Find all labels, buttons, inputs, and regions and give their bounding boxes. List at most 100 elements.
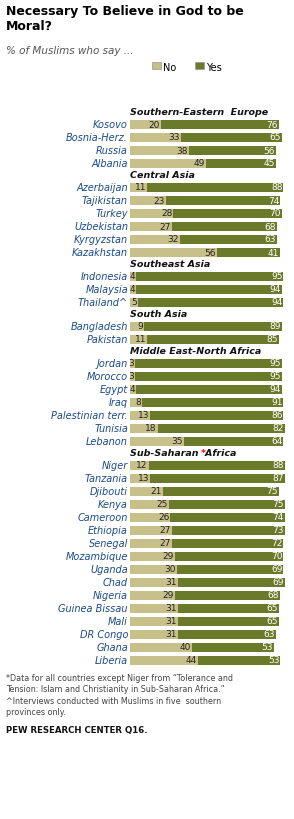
- FancyBboxPatch shape: [180, 235, 277, 244]
- Text: Senegal: Senegal: [88, 538, 128, 549]
- Text: 65: 65: [266, 617, 278, 626]
- FancyBboxPatch shape: [130, 398, 142, 407]
- FancyBboxPatch shape: [130, 604, 178, 613]
- Text: 75: 75: [273, 500, 284, 509]
- Text: 82: 82: [273, 424, 284, 433]
- FancyBboxPatch shape: [172, 222, 277, 231]
- FancyBboxPatch shape: [150, 411, 283, 420]
- Text: 31: 31: [166, 577, 177, 586]
- FancyBboxPatch shape: [130, 539, 172, 548]
- Text: 23: 23: [153, 197, 165, 206]
- Text: Guinea Bissau: Guinea Bissau: [59, 604, 128, 613]
- Text: Southern-Eastern  Europe: Southern-Eastern Europe: [130, 107, 268, 116]
- Text: % of Muslims who say ...: % of Muslims who say ...: [6, 46, 133, 56]
- Text: Malaysia: Malaysia: [85, 285, 128, 295]
- Text: 65: 65: [266, 604, 278, 613]
- Text: 11: 11: [135, 335, 146, 344]
- FancyBboxPatch shape: [130, 513, 170, 522]
- FancyBboxPatch shape: [130, 235, 180, 244]
- Text: Russia: Russia: [96, 146, 128, 156]
- Text: 69: 69: [271, 565, 283, 574]
- FancyBboxPatch shape: [198, 656, 280, 665]
- FancyBboxPatch shape: [130, 630, 178, 639]
- Text: 53: 53: [262, 643, 273, 652]
- FancyBboxPatch shape: [130, 461, 148, 470]
- Text: 21: 21: [150, 487, 161, 495]
- Text: 68: 68: [268, 590, 279, 600]
- Text: Tunisia: Tunisia: [94, 423, 128, 433]
- Text: Iraq: Iraq: [109, 397, 128, 408]
- Text: 45: 45: [263, 160, 275, 168]
- Text: 74: 74: [273, 513, 284, 522]
- FancyBboxPatch shape: [135, 359, 282, 368]
- Text: Southeast Asia: Southeast Asia: [130, 260, 210, 269]
- FancyBboxPatch shape: [136, 385, 282, 394]
- Text: 53: 53: [268, 656, 279, 665]
- FancyBboxPatch shape: [142, 398, 283, 407]
- Text: 74: 74: [268, 197, 279, 206]
- FancyBboxPatch shape: [195, 63, 204, 70]
- FancyBboxPatch shape: [130, 222, 172, 231]
- Text: 27: 27: [159, 222, 171, 231]
- Text: 29: 29: [163, 552, 174, 561]
- FancyBboxPatch shape: [130, 437, 184, 446]
- Text: 28: 28: [161, 209, 172, 218]
- Text: Cameroon: Cameroon: [78, 513, 128, 523]
- Text: 94: 94: [270, 385, 281, 394]
- FancyBboxPatch shape: [130, 565, 176, 574]
- Text: 29: 29: [163, 590, 174, 600]
- Text: 33: 33: [169, 133, 180, 143]
- Text: Egypt: Egypt: [100, 385, 128, 395]
- FancyBboxPatch shape: [152, 63, 161, 70]
- FancyBboxPatch shape: [130, 643, 192, 652]
- Text: 91: 91: [271, 398, 283, 407]
- FancyBboxPatch shape: [130, 147, 189, 156]
- Text: Uganda: Uganda: [90, 564, 128, 574]
- Text: 86: 86: [271, 411, 283, 420]
- Text: 69: 69: [273, 577, 284, 586]
- Text: 31: 31: [166, 617, 177, 626]
- Text: 70: 70: [269, 209, 281, 218]
- Text: Albania: Albania: [91, 159, 128, 169]
- Text: Turkey: Turkey: [96, 209, 128, 219]
- Text: 44: 44: [186, 656, 197, 665]
- Text: Liberia: Liberia: [95, 655, 128, 665]
- Text: 70: 70: [271, 552, 283, 561]
- FancyBboxPatch shape: [158, 424, 285, 433]
- Text: 30: 30: [164, 565, 176, 574]
- Text: Sub-Saharan  Africa: Sub-Saharan Africa: [130, 448, 236, 457]
- FancyBboxPatch shape: [189, 147, 276, 156]
- FancyBboxPatch shape: [130, 272, 136, 281]
- Text: 41: 41: [268, 248, 279, 257]
- FancyBboxPatch shape: [172, 526, 285, 535]
- FancyBboxPatch shape: [169, 500, 285, 509]
- Text: Jordan: Jordan: [97, 359, 128, 369]
- Text: 75: 75: [266, 487, 278, 495]
- Text: 31: 31: [166, 630, 177, 639]
- FancyBboxPatch shape: [178, 630, 276, 639]
- FancyBboxPatch shape: [172, 539, 283, 548]
- Text: 56: 56: [204, 248, 216, 257]
- Text: South Asia: South Asia: [130, 310, 187, 319]
- Text: 95: 95: [271, 272, 283, 281]
- FancyBboxPatch shape: [181, 133, 282, 143]
- Text: 5: 5: [131, 298, 137, 307]
- Text: 87: 87: [273, 474, 284, 483]
- Text: 4: 4: [130, 385, 135, 394]
- Text: Lebanon: Lebanon: [86, 437, 128, 446]
- Text: Djibouti: Djibouti: [90, 486, 128, 496]
- Text: Yes: Yes: [206, 63, 222, 73]
- FancyBboxPatch shape: [130, 248, 217, 257]
- Text: 35: 35: [172, 437, 183, 446]
- FancyBboxPatch shape: [166, 197, 280, 206]
- Text: Tajikistan: Tajikistan: [82, 196, 128, 206]
- Text: Niger: Niger: [102, 460, 128, 470]
- FancyBboxPatch shape: [130, 474, 150, 483]
- Text: Ethiopia: Ethiopia: [88, 525, 128, 536]
- FancyBboxPatch shape: [178, 604, 279, 613]
- Text: 65: 65: [269, 133, 281, 143]
- FancyBboxPatch shape: [130, 500, 169, 509]
- Text: 88: 88: [271, 183, 283, 192]
- Text: 95: 95: [269, 372, 281, 381]
- Text: DR Congo: DR Congo: [79, 629, 128, 639]
